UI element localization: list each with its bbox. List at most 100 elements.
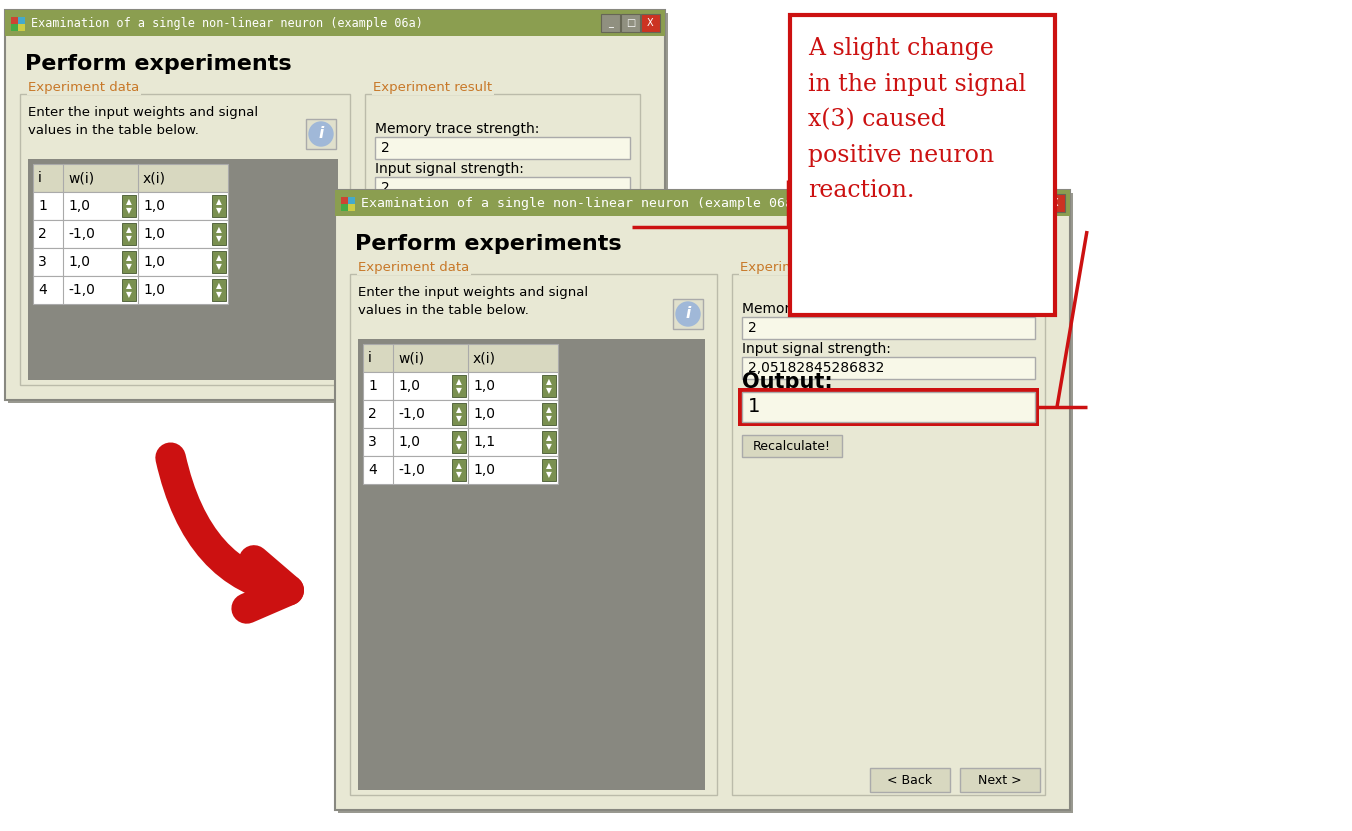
Bar [742, 357, 1036, 379]
Bar [338, 193, 1073, 813]
Text: _: _ [608, 18, 612, 28]
Text: w(i): w(i) [68, 171, 95, 185]
Text: 1,0: 1,0 [143, 283, 165, 297]
Text: Experiment result: Experiment result [373, 81, 492, 94]
Text: Perform experiments: Perform experiments [356, 234, 622, 254]
Bar [32, 164, 228, 192]
Text: ▲: ▲ [126, 253, 132, 262]
Bar [212, 195, 226, 217]
Text: _: _ [1013, 198, 1018, 208]
Bar [542, 459, 556, 481]
Circle shape [676, 302, 700, 326]
Text: ▲: ▲ [456, 460, 462, 470]
Bar [32, 276, 228, 304]
Bar [362, 428, 558, 456]
Text: i: i [38, 171, 42, 185]
Bar [18, 17, 24, 24]
Bar [742, 317, 1036, 339]
Text: ▲: ▲ [216, 253, 222, 262]
Text: Input signal strength:: Input signal strength: [742, 342, 891, 356]
Bar [542, 431, 556, 453]
Bar [542, 375, 556, 397]
Text: Examination of a single non-linear neuron (example 06a): Examination of a single non-linear neuro… [361, 196, 800, 209]
Bar [28, 159, 338, 380]
Bar [32, 192, 228, 220]
Bar [375, 137, 630, 159]
Text: Experiment data: Experiment data [358, 261, 469, 274]
Text: 1,0: 1,0 [143, 199, 165, 213]
Bar [5, 10, 665, 400]
Text: A slight change
in the input signal
x(3) caused
positive neuron
reaction.: A slight change in the input signal x(3)… [808, 37, 1026, 203]
Text: Input signal strength:: Input signal strength: [375, 162, 523, 176]
Text: 1,0: 1,0 [68, 255, 91, 269]
Text: ▼: ▼ [126, 234, 132, 243]
Text: Output:: Output: [375, 192, 465, 212]
Bar [641, 14, 660, 32]
Text: ▲: ▲ [456, 405, 462, 414]
Text: 1,0: 1,0 [473, 379, 495, 393]
Bar [1046, 194, 1065, 212]
Text: ▲: ▲ [546, 405, 552, 414]
Text: X: X [1052, 198, 1059, 208]
Text: -1,0: -1,0 [397, 407, 425, 421]
Text: Examination of a single non-linear neuron (example 06a): Examination of a single non-linear neuro… [31, 17, 423, 29]
Bar [362, 372, 558, 400]
Bar [5, 10, 665, 36]
Bar [20, 94, 350, 385]
Bar [869, 768, 950, 792]
Text: 1,0: 1,0 [473, 463, 495, 477]
Bar [11, 17, 18, 24]
Text: 2: 2 [381, 181, 389, 195]
Text: ▼: ▼ [456, 415, 462, 423]
Bar [790, 15, 1055, 315]
Text: ▼: ▼ [216, 206, 222, 215]
Bar [738, 388, 1038, 426]
Text: i: i [685, 307, 691, 322]
Bar [731, 274, 1045, 795]
Text: ▲: ▲ [126, 197, 132, 205]
Bar [452, 431, 466, 453]
Text: 1,0: 1,0 [473, 407, 495, 421]
Text: 2: 2 [368, 407, 377, 421]
Bar [212, 251, 226, 273]
Bar [542, 403, 556, 425]
Text: ▼: ▼ [546, 442, 552, 451]
Text: ▲: ▲ [456, 433, 462, 441]
Bar [122, 251, 137, 273]
Text: ▲: ▲ [126, 281, 132, 290]
Text: ▼: ▼ [216, 263, 222, 272]
Bar [742, 435, 842, 457]
Bar [11, 24, 18, 31]
Text: < Back: < Back [887, 774, 933, 786]
Text: values in the table below.: values in the table below. [28, 124, 199, 137]
Bar [365, 94, 639, 385]
Bar [452, 403, 466, 425]
Text: ▼: ▼ [546, 386, 552, 396]
Text: ▲: ▲ [456, 376, 462, 386]
Bar [742, 392, 1036, 422]
Text: w(i): w(i) [397, 351, 425, 365]
Text: ▼: ▼ [126, 206, 132, 215]
Bar [18, 24, 24, 31]
Text: ▲: ▲ [546, 376, 552, 386]
Text: -1,0: -1,0 [68, 227, 95, 241]
Text: i: i [368, 351, 372, 365]
Bar [362, 456, 558, 484]
Text: ▲: ▲ [126, 224, 132, 234]
Text: 4: 4 [38, 283, 47, 297]
Text: 1,0: 1,0 [397, 435, 420, 449]
Text: Recalculate!: Recalculate! [753, 440, 831, 453]
Text: 3: 3 [38, 255, 47, 269]
Bar [362, 344, 558, 372]
Text: 2,05182845286832: 2,05182845286832 [748, 361, 884, 375]
Bar [8, 13, 668, 403]
Bar [347, 204, 356, 211]
Text: ▼: ▼ [126, 290, 132, 299]
Text: ▼: ▼ [546, 415, 552, 423]
Bar [122, 223, 137, 245]
Text: 2: 2 [38, 227, 47, 241]
Bar [358, 339, 704, 790]
Text: ▼: ▼ [216, 234, 222, 243]
Bar [370, 208, 634, 246]
Text: Next >: Next > [979, 774, 1022, 786]
